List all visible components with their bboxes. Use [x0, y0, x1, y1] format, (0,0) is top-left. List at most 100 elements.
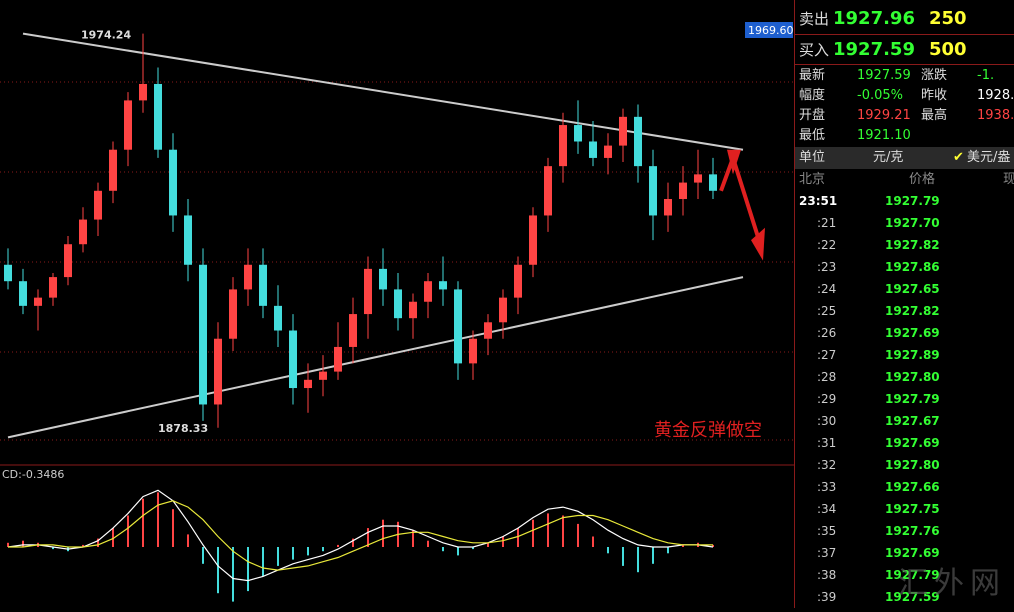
tick-price: 1927.80 [885, 370, 940, 384]
info-row: 开盘 1929.21 最高 1938. [795, 106, 1014, 126]
candle-body [64, 244, 72, 278]
candle-body [514, 264, 522, 298]
tick-time: :35 [817, 524, 837, 538]
divider [795, 34, 1014, 35]
info-value: -1. [977, 68, 995, 83]
tick-row: :28 1927.80 [795, 366, 1014, 388]
tick-time: :39 [817, 590, 837, 604]
tick-row: :31 1927.69 [795, 432, 1014, 454]
info-value: 1929.21 [857, 108, 911, 123]
tick-time: :22 [817, 238, 837, 252]
macd-line [7, 489, 714, 582]
high-label: 1974.24 [81, 29, 131, 42]
tick-price: 1927.69 [885, 436, 940, 450]
candle-body [394, 289, 402, 319]
info-value: 1927.59 [857, 68, 911, 83]
candle-body [319, 371, 327, 380]
tick-price: 1927.67 [885, 414, 940, 428]
tick-time: :26 [817, 326, 837, 340]
tick-time: :21 [817, 216, 837, 230]
quote-panel: 卖出 1927.96 250 买入 1927.59 500 最新 1927.59 涨… [794, 0, 1014, 608]
candle-body [244, 264, 252, 290]
tick-row: :29 1927.79 [795, 388, 1014, 410]
sell-price: 1927.96 [833, 8, 915, 29]
tick-time: :24 [817, 282, 837, 296]
candle-body [499, 297, 507, 323]
info-label: 最低 [799, 128, 826, 143]
tick-price: 1927.59 [885, 590, 940, 604]
low-label: 1878.33 [158, 422, 208, 435]
candle-body [19, 281, 27, 306]
candle-body [259, 264, 267, 306]
info-row: 最低 1921.10 [795, 126, 1014, 146]
tick-row: :32 1927.80 [795, 454, 1014, 476]
watermark: 汇外网 [898, 566, 1006, 601]
tick-price: 1927.82 [885, 238, 940, 252]
candle-body [634, 116, 642, 167]
tick-row: :35 1927.76 [795, 520, 1014, 542]
candle-body [424, 281, 432, 302]
tick-row: :22 1927.82 [795, 234, 1014, 256]
tick-time: :27 [817, 348, 837, 362]
buy-row[interactable]: 买入 1927.59 500 [795, 35, 1014, 65]
macd-label: CD:-0.3486 [2, 468, 64, 481]
col-city: 北京 [799, 172, 826, 187]
unit-option[interactable]: 美元/盎 [967, 150, 1011, 165]
sell-row[interactable]: 卖出 1927.96 250 [795, 4, 1014, 34]
tick-price: 1927.86 [885, 260, 940, 274]
buy-price: 1927.59 [833, 39, 915, 60]
sell-volume: 250 [929, 8, 967, 29]
info-label: 昨收 [921, 88, 948, 103]
unit-bar[interactable]: 单位 元/克 ✔ 美元/盎 [795, 147, 1014, 169]
prediction-arrow [719, 151, 761, 241]
candle-body [559, 125, 567, 167]
info-value: 1938. [977, 108, 1014, 123]
candle-body [214, 338, 222, 405]
info-label: 开盘 [799, 108, 826, 123]
tick-price: 1927.76 [885, 524, 940, 538]
candle-body [139, 83, 147, 101]
signal-line [8, 500, 713, 571]
tick-row: :39 1927.59 [795, 586, 1014, 608]
tick-price: 1927.89 [885, 348, 940, 362]
tick-time: :29 [817, 392, 837, 406]
candle-body [709, 174, 717, 191]
candle-body [664, 199, 672, 216]
tick-time: :32 [817, 458, 837, 472]
candle-body [619, 116, 627, 146]
trendline [7, 276, 744, 439]
candle-body [529, 215, 537, 265]
current-price-tag: 1969.60 [748, 24, 794, 37]
info-row: 幅度 -0.05% 昨收 1928. [795, 86, 1014, 106]
candle-body [604, 145, 612, 158]
check-icon: ✔ [953, 150, 964, 165]
candle-body [304, 379, 312, 389]
tick-time: :33 [817, 480, 837, 494]
tick-row: :24 1927.65 [795, 278, 1014, 300]
info-label: 最高 [921, 108, 948, 123]
tick-price: 1927.79 [885, 194, 940, 208]
candle-body [109, 149, 117, 191]
tick-time: :30 [817, 414, 837, 428]
candle-body [289, 330, 297, 389]
candle-body [34, 297, 42, 306]
tick-time: :34 [817, 502, 837, 516]
tick-row: :37 1927.69 [795, 542, 1014, 564]
info-label: 幅度 [799, 88, 826, 103]
unit-label: 单位 [799, 150, 826, 165]
tick-row: :26 1927.69 [795, 322, 1014, 344]
col-now: 现 [1003, 170, 1014, 190]
tick-price: 1927.70 [885, 216, 940, 230]
candle-body [49, 277, 57, 298]
tick-row: :30 1927.67 [795, 410, 1014, 432]
candle-body [154, 83, 162, 150]
tick-row: :27 1927.89 [795, 344, 1014, 366]
tick-price: 1927.65 [885, 282, 940, 296]
tick-price: 1927.69 [885, 546, 940, 560]
candle-body [379, 268, 387, 290]
candle-body [364, 268, 372, 315]
tick-row: :25 1927.82 [795, 300, 1014, 322]
chart-area[interactable]: CD:-0.3486 1974.24 1878.33 1969.60 黄金反弹做空 [0, 0, 794, 608]
annotation-text: 黄金反弹做空 [654, 420, 762, 441]
price-chart[interactable]: CD:-0.3486 1974.24 1878.33 1969.60 黄金反弹做空 [0, 0, 794, 608]
